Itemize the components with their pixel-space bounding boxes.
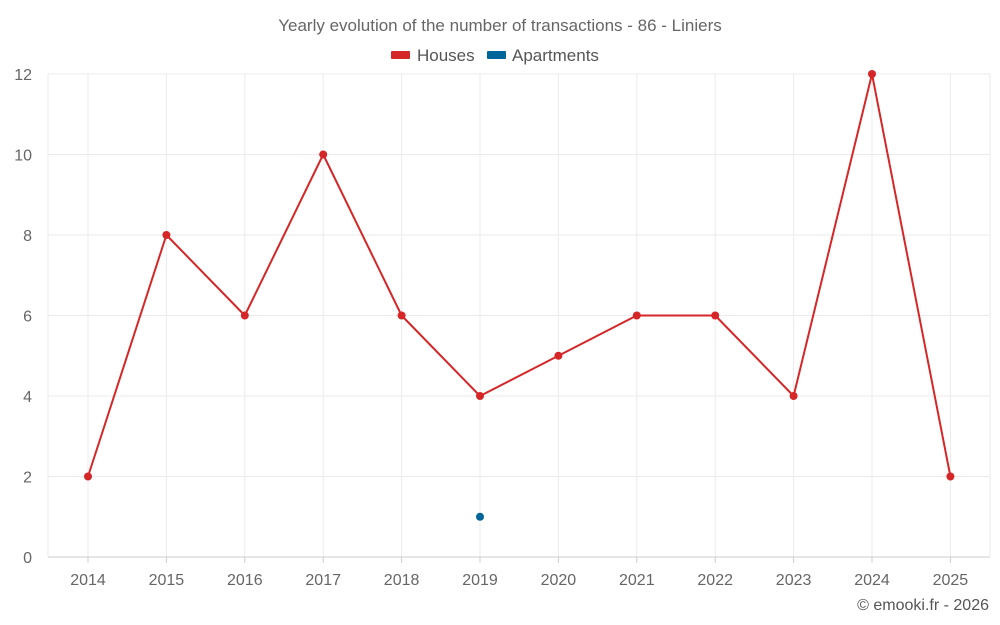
x-tick-label: 2014 <box>70 572 106 589</box>
series-line-houses <box>87 73 952 477</box>
x-tick-label: 2022 <box>697 572 733 589</box>
legend: Houses Apartments <box>391 46 599 65</box>
data-point-houses[interactable] <box>319 150 328 159</box>
x-tick-label: 2021 <box>619 572 655 589</box>
x-tick-label: 2024 <box>854 572 890 589</box>
data-point-houses[interactable] <box>868 70 876 78</box>
series-apartments <box>476 512 484 521</box>
x-tick-label: 2019 <box>462 572 498 589</box>
legend-item-houses[interactable]: Houses <box>391 46 475 65</box>
legend-label-houses: Houses <box>417 46 475 65</box>
data-point-houses[interactable] <box>554 351 563 360</box>
y-tick-label: 0 <box>23 550 32 567</box>
y-tick-label: 2 <box>23 470 32 487</box>
data-point-houses[interactable] <box>240 311 249 320</box>
series <box>84 70 955 521</box>
data-point-houses[interactable] <box>397 311 406 320</box>
x-tick-label: 2016 <box>227 572 263 589</box>
data-point-houses[interactable] <box>84 472 92 481</box>
data-point-apartments[interactable] <box>476 512 484 521</box>
legend-label-apartments: Apartments <box>512 46 599 65</box>
legend-swatch-apartments <box>487 51 506 59</box>
data-point-houses[interactable] <box>632 311 641 320</box>
series-houses <box>84 70 955 481</box>
x-tick-label: 2023 <box>776 572 812 589</box>
y-tick-label: 6 <box>23 309 32 326</box>
y-tick-label: 4 <box>23 389 32 406</box>
data-point-houses[interactable] <box>162 231 171 239</box>
x-tick-label: 2017 <box>305 572 341 589</box>
y-tick-label: 8 <box>23 228 32 245</box>
grid <box>48 73 990 557</box>
legend-item-apartments[interactable]: Apartments <box>487 46 599 65</box>
chart-title: Yearly evolution of the number of transa… <box>278 16 722 35</box>
x-tick-label: 2015 <box>149 572 185 589</box>
legend-swatch-houses <box>391 51 410 59</box>
y-tick-label: 10 <box>14 148 32 165</box>
x-tick-label: 2025 <box>933 572 969 589</box>
x-tick-label: 2020 <box>541 572 577 589</box>
axes: 0 2 4 6 8 10 12 2014 2015 2016 2017 2018 2019 2020 202… <box>14 67 991 589</box>
data-point-houses[interactable] <box>711 311 720 320</box>
data-point-houses[interactable] <box>476 392 484 400</box>
data-point-houses[interactable] <box>946 472 955 481</box>
x-tick-label: 2018 <box>384 572 420 589</box>
data-point-houses[interactable] <box>789 392 798 400</box>
credit-text: © emooki.fr - 2026 <box>857 597 989 614</box>
y-tick-label: 12 <box>14 67 32 84</box>
